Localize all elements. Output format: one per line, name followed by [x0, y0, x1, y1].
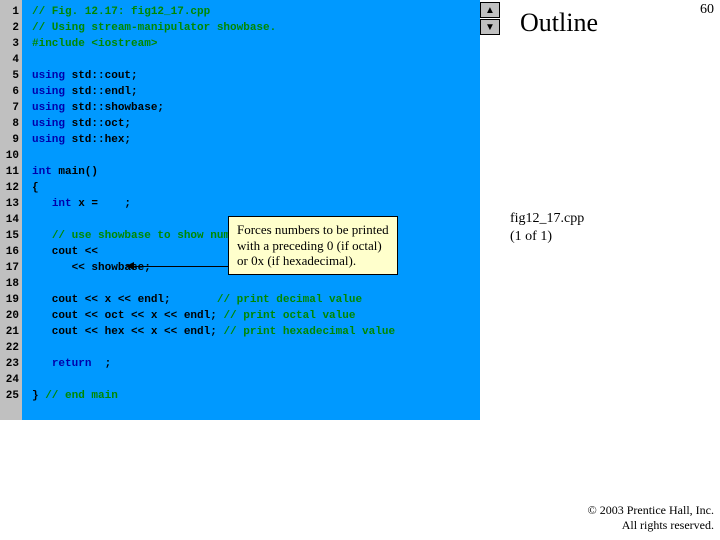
code-line	[32, 148, 480, 164]
code-line: cout << hex << x << endl; // print hexad…	[32, 324, 480, 340]
down-arrow-button[interactable]: ▼	[480, 19, 500, 35]
code-line: cout << x << endl; // print decimal valu…	[32, 292, 480, 308]
callout-line: Forces numbers to be printed	[237, 222, 389, 238]
callout-line: with a preceding 0 (if octal)	[237, 238, 389, 254]
code-line	[32, 276, 480, 292]
code-line: using std::hex;	[32, 132, 480, 148]
copyright-line: All rights reserved.	[588, 518, 714, 534]
code-line: {	[32, 180, 480, 196]
right-panel: ▲ ▼ Outline 60 fig12_17.cpp (1 of 1) © 2…	[480, 0, 720, 540]
line-number: 22	[0, 340, 19, 356]
code-line: int main()	[32, 164, 480, 180]
code-line	[32, 372, 480, 388]
code-line	[32, 52, 480, 68]
file-part: (1 of 1)	[510, 228, 584, 246]
line-number: 4	[0, 52, 19, 68]
line-number: 7	[0, 100, 19, 116]
line-number: 25	[0, 388, 19, 404]
up-arrow-button[interactable]: ▲	[480, 2, 500, 18]
line-number: 11	[0, 164, 19, 180]
line-number: 14	[0, 212, 19, 228]
line-number: 5	[0, 68, 19, 84]
code-line: int x = ;	[32, 196, 480, 212]
nav-arrows: ▲ ▼	[480, 2, 500, 36]
code-line: using std::cout;	[32, 68, 480, 84]
copyright-line: © 2003 Prentice Hall, Inc.	[588, 503, 714, 519]
line-number: 18	[0, 276, 19, 292]
line-number: 19	[0, 292, 19, 308]
code-line	[32, 340, 480, 356]
line-number: 6	[0, 84, 19, 100]
line-number: 15	[0, 228, 19, 244]
code-area: 1234567891011121314151617181920212223242…	[0, 0, 480, 420]
callout-line: or 0x (if hexadecimal).	[237, 253, 389, 269]
line-number: 24	[0, 372, 19, 388]
callout-box: Forces numbers to be printed with a prec…	[228, 216, 398, 275]
line-number: 1	[0, 4, 19, 20]
outline-title: Outline	[520, 8, 598, 38]
page-number: 60	[700, 2, 714, 18]
line-number: 17	[0, 260, 19, 276]
copyright: © 2003 Prentice Hall, Inc. All rights re…	[588, 503, 714, 534]
line-number: 2	[0, 20, 19, 36]
file-name: fig12_17.cpp	[510, 210, 584, 228]
line-number: 12	[0, 180, 19, 196]
line-number: 8	[0, 116, 19, 132]
line-number-gutter: 1234567891011121314151617181920212223242…	[0, 0, 22, 420]
line-number: 16	[0, 244, 19, 260]
code-content: // Fig. 12.17: fig12_17.cpp// Using stre…	[22, 0, 480, 420]
code-line: using std::endl;	[32, 84, 480, 100]
callout-arrow	[132, 266, 228, 267]
code-line: cout << oct << x << endl; // print octal…	[32, 308, 480, 324]
line-number: 13	[0, 196, 19, 212]
line-number: 3	[0, 36, 19, 52]
line-number: 9	[0, 132, 19, 148]
line-number: 20	[0, 308, 19, 324]
line-number: 21	[0, 324, 19, 340]
code-line: using std::oct;	[32, 116, 480, 132]
code-line: // Fig. 12.17: fig12_17.cpp	[32, 4, 480, 20]
line-number: 10	[0, 148, 19, 164]
callout-arrowhead	[126, 262, 134, 270]
file-label: fig12_17.cpp (1 of 1)	[510, 210, 584, 246]
line-number: 23	[0, 356, 19, 372]
code-line: } // end main	[32, 388, 480, 404]
code-line: using std::showbase;	[32, 100, 480, 116]
code-line: #include <iostream>	[32, 36, 480, 52]
code-line: // Using stream-manipulator showbase.	[32, 20, 480, 36]
code-line: return ;	[32, 356, 480, 372]
